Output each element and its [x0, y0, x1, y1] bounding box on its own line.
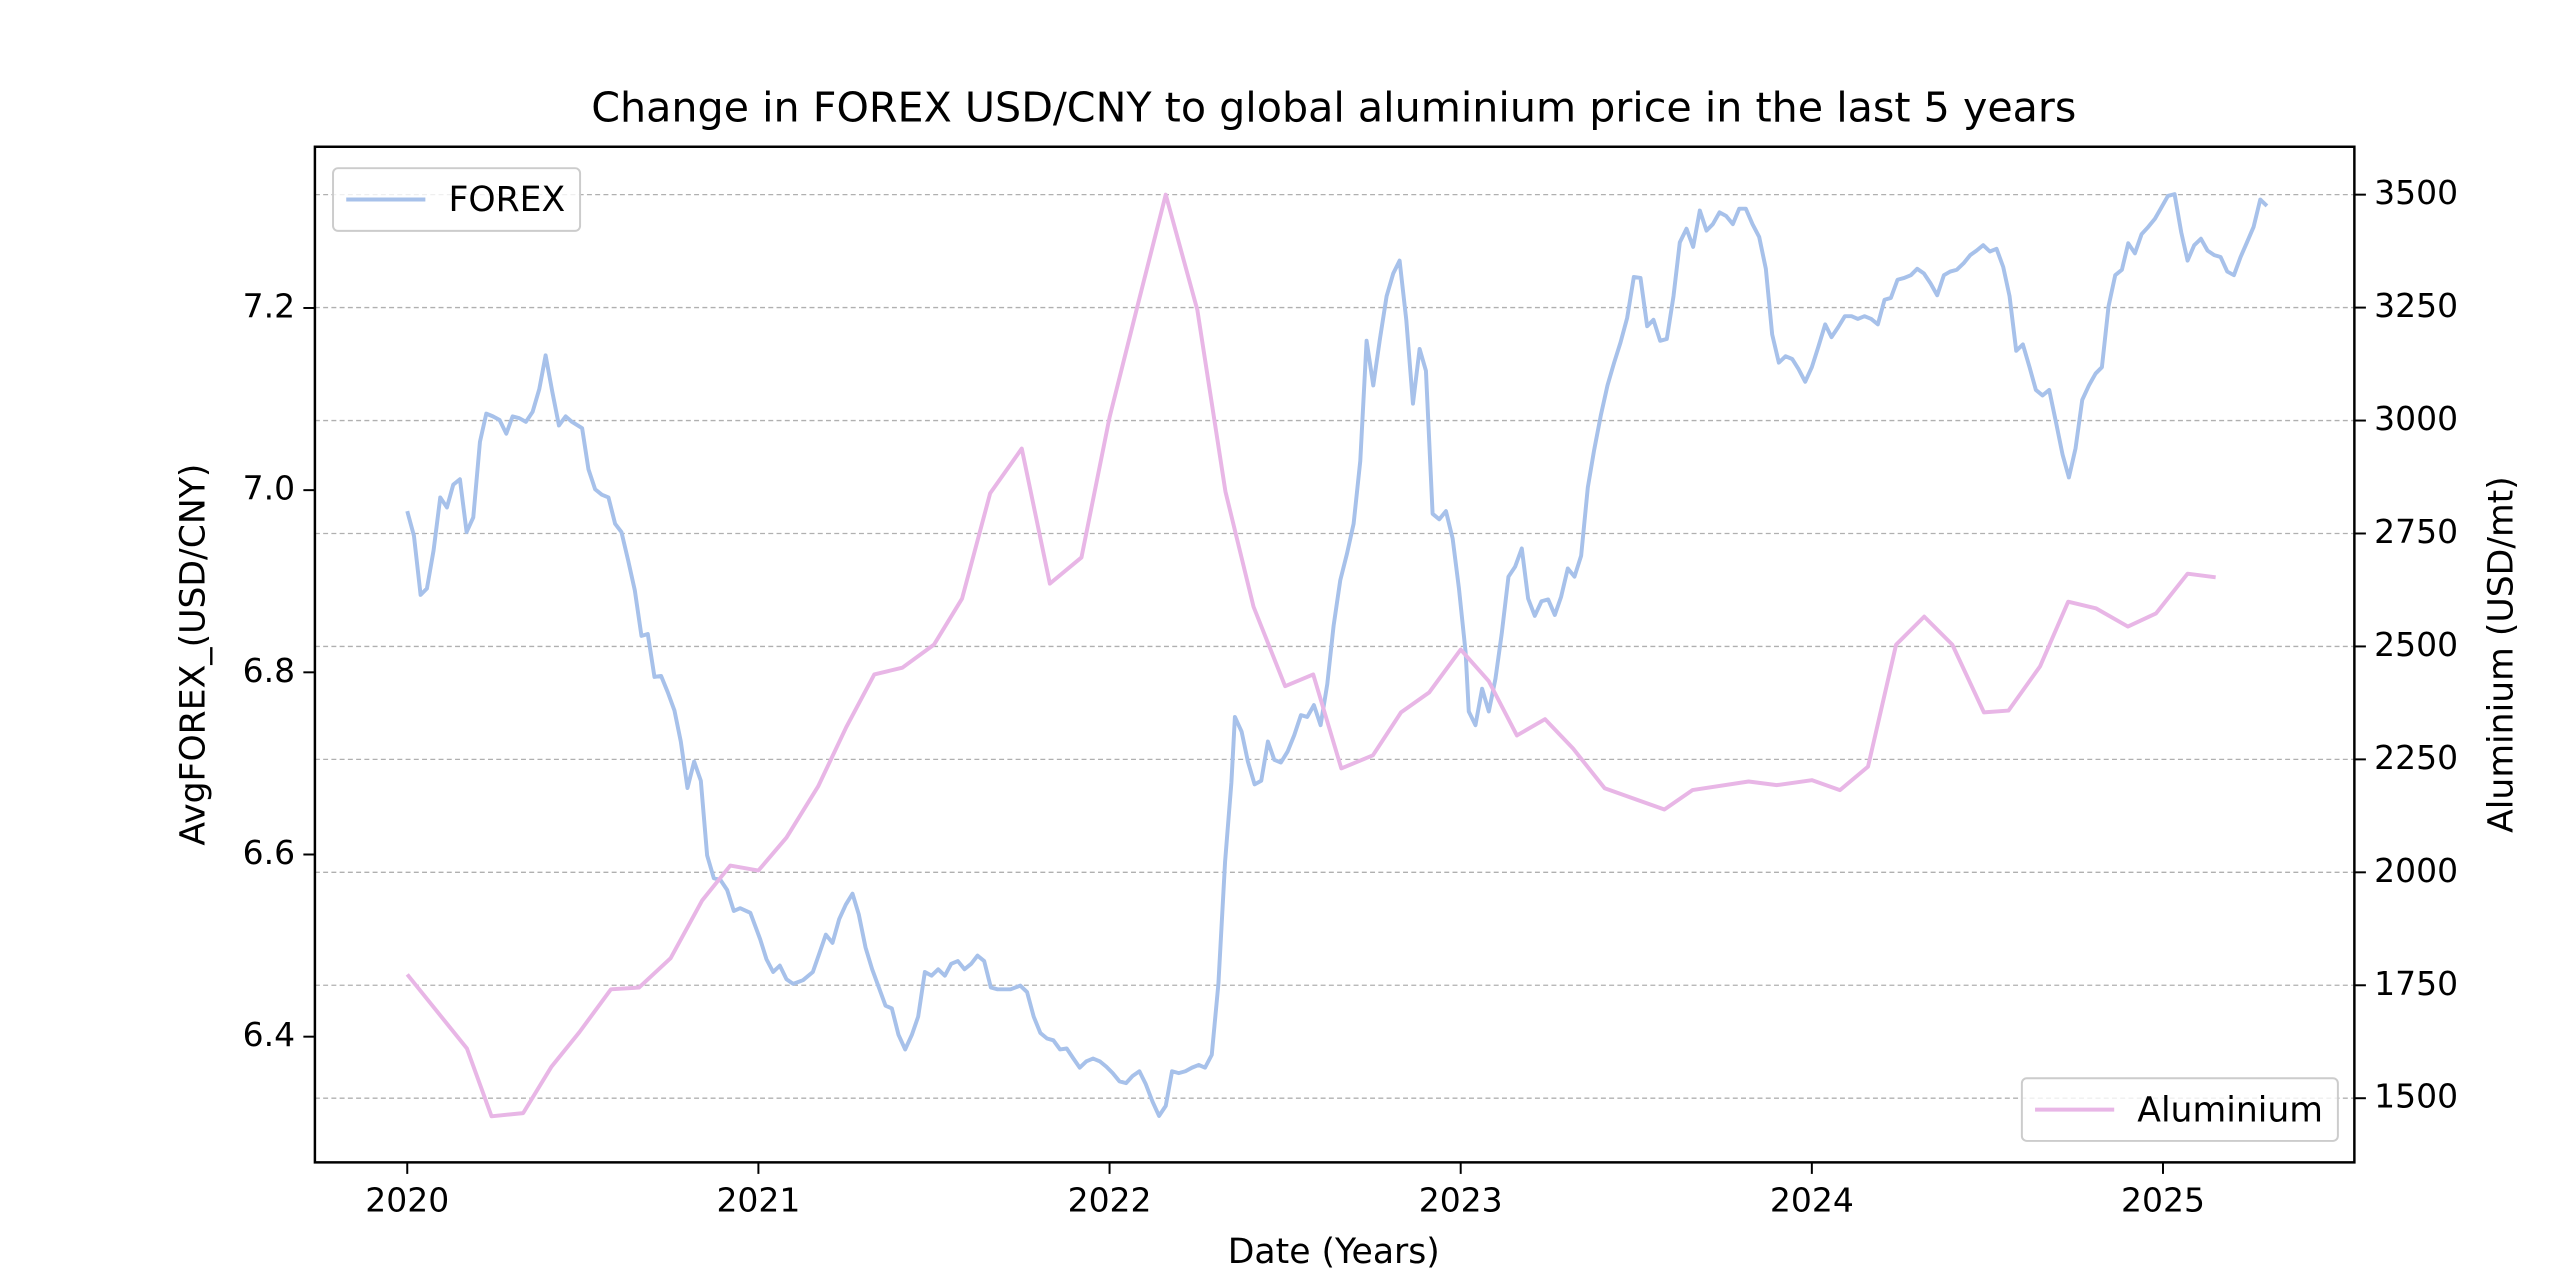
legend-box	[2020, 1077, 2339, 1142]
legend-label: FOREX	[448, 180, 565, 220]
y-tick-label: 6.4	[243, 1015, 295, 1054]
y2-tick-label: 2000	[2374, 851, 2458, 890]
x-tick-label: 2024	[1770, 1180, 1854, 1219]
y2-tick-label: 1750	[2374, 964, 2458, 1003]
y-tick-label: 7.0	[243, 469, 295, 508]
y2-tick-label: 3500	[2374, 173, 2458, 212]
x-tick-label: 2023	[1419, 1180, 1503, 1219]
x-tick-label: 2022	[1068, 1180, 1152, 1219]
y2-tick-label: 3250	[2374, 286, 2458, 325]
data-line	[405, 192, 2216, 1119]
y-axis-label: AvgFOREX_(USD/CNY)	[174, 464, 214, 846]
x-axis-label: Date (Years)	[1228, 1232, 1440, 1272]
legend-box	[332, 167, 582, 232]
y2-tick-label: 1500	[2374, 1077, 2458, 1116]
x-tick-label: 2021	[716, 1180, 800, 1219]
y2-axis-label: Aluminium (USD/mt)	[2482, 476, 2522, 833]
y2-tick-label: 2250	[2374, 738, 2458, 777]
chart-title: Change in FOREX USD/CNY to global alumin…	[591, 83, 2076, 131]
y2-tick-label: 2500	[2374, 625, 2458, 664]
y-tick-label: 7.2	[243, 286, 295, 325]
legend-label: Aluminium	[2137, 1090, 2323, 1130]
x-tick-label: 2025	[2121, 1180, 2205, 1219]
x-tick-label: 2020	[365, 1180, 449, 1219]
plot-frame	[313, 145, 2356, 1164]
data-line	[405, 192, 2269, 1118]
y2-tick-label: 3000	[2374, 399, 2458, 438]
y-tick-label: 6.8	[243, 651, 295, 690]
y2-tick-label: 2750	[2374, 512, 2458, 551]
y-tick-label: 6.6	[243, 833, 295, 872]
